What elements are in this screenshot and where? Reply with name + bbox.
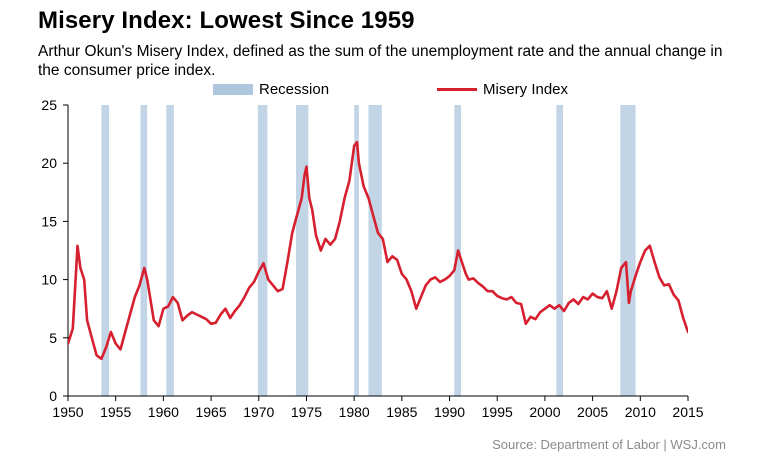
recession-band-5 [354,105,359,396]
series-line-misery-index [68,140,688,361]
x-tick-label-1970: 1970 [243,404,274,420]
y-tick-label-15: 15 [41,213,57,229]
x-tick-label-1950: 1950 [52,404,83,420]
recession-band-9 [620,105,636,396]
y-tick-label-10: 10 [41,272,57,288]
recession-band-6 [368,105,382,396]
x-tick-label-1995: 1995 [482,404,513,420]
x-tick-label-1965: 1965 [195,404,226,420]
x-tick-label-1985: 1985 [386,404,417,420]
y-tick-label-25: 25 [41,97,57,113]
recession-band-1 [140,105,148,396]
x-tick-label-2010: 2010 [625,404,656,420]
legend-label-recession: Recession [259,81,330,98]
x-tick-label-2005: 2005 [577,404,608,420]
source-note: Source: Department of Labor | WSJ.com [492,437,726,452]
x-tick-label-1955: 1955 [100,404,131,420]
recession-band-0 [101,105,110,396]
legend-item-misery-index: Misery Index [437,81,568,98]
legend: Recession Misery Index [0,81,770,101]
x-tick-label-1975: 1975 [291,404,322,420]
recession-band-4 [295,105,309,396]
x-tick-label-2015: 2015 [672,404,703,420]
legend-label-misery-index: Misery Index [483,81,569,98]
line-swatch-icon [437,88,477,91]
axes: 0 5 10 15 20 25 1950 1955 1960 1965 1970 1975 1980 19… [41,97,703,420]
series-layer [68,140,688,361]
recession-band-2 [166,105,174,396]
y-tick-label-20: 20 [41,155,57,171]
recession-bands [101,105,636,396]
recession-band-3 [257,105,268,396]
recession-band-8 [556,105,564,396]
y-tick-label-5: 5 [49,330,57,346]
x-tick-label-1990: 1990 [434,404,465,420]
x-tick-label-1960: 1960 [148,404,179,420]
x-tick-label-2000: 2000 [529,404,560,420]
chart-title: Misery Index: Lowest Since 1959 [38,7,415,34]
chart-subtitle: Arthur Okun's Misery Index, defined as t… [38,43,723,79]
legend-item-recession: Recession [213,81,329,98]
y-tick-label-0: 0 [49,388,57,404]
x-tick-label-1980: 1980 [339,404,370,420]
recession-swatch-icon [213,84,253,95]
